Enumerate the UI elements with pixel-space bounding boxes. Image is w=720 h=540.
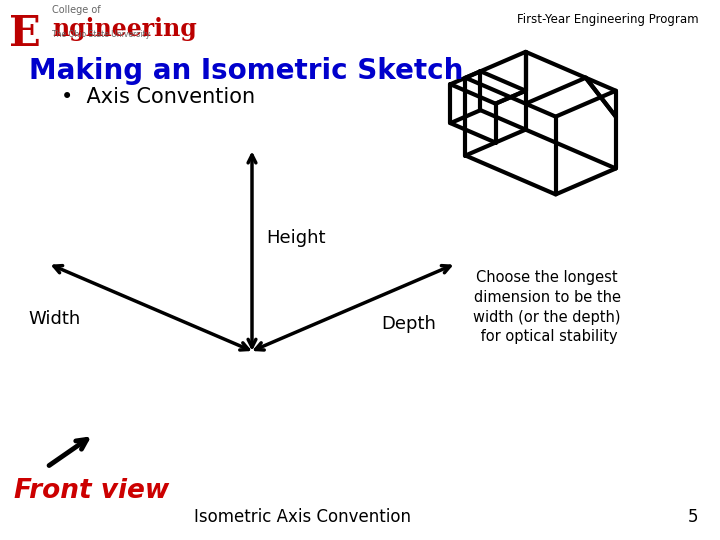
Text: Making an Isometric Sketch: Making an Isometric Sketch xyxy=(29,57,463,85)
Text: Choose the longest
dimension to be the
width (or the depth)
 for optical stabili: Choose the longest dimension to be the w… xyxy=(474,270,621,345)
Text: Width: Width xyxy=(29,309,81,328)
Text: Isometric Axis Convention: Isometric Axis Convention xyxy=(194,509,411,526)
Text: College of: College of xyxy=(52,5,101,16)
Text: The Ohio State University: The Ohio State University xyxy=(52,30,150,39)
Text: Height: Height xyxy=(266,228,326,247)
Text: Front view: Front view xyxy=(14,478,170,504)
Text: ngineering: ngineering xyxy=(52,17,197,41)
Text: First-Year Engineering Program: First-Year Engineering Program xyxy=(517,14,698,26)
Text: 5: 5 xyxy=(688,509,698,526)
Text: Depth: Depth xyxy=(382,315,436,333)
Text: •  Axis Convention: • Axis Convention xyxy=(61,87,256,107)
Text: E: E xyxy=(9,14,41,56)
